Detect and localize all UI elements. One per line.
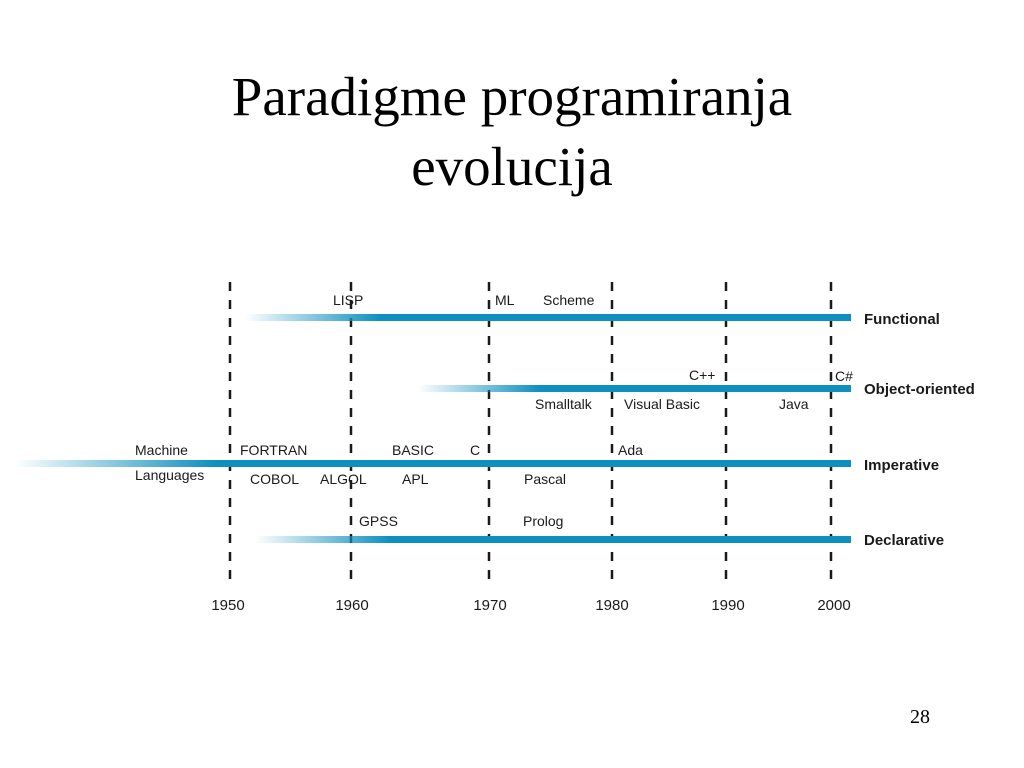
year-label-1990: 1990: [711, 597, 744, 614]
language-apl: APL: [402, 471, 429, 487]
language-prolog: Prolog: [523, 513, 563, 529]
language-pascal: Pascal: [524, 471, 566, 487]
language-java: Java: [779, 396, 809, 412]
language-cobol: COBOL: [250, 471, 299, 487]
language-ml: ML: [495, 292, 515, 308]
language-fortran: FORTRAN: [240, 442, 307, 458]
language-languages: Languages: [135, 467, 204, 483]
language-basic: BASIC: [392, 442, 434, 458]
language-ada: Ada: [618, 442, 643, 458]
language-c: C: [470, 442, 480, 458]
title-line-1: Paradigme programiranja: [231, 66, 793, 127]
language-scheme: Scheme: [543, 292, 595, 308]
declarative-bar: [255, 536, 851, 543]
language-machine: Machine: [135, 442, 188, 458]
paradigm-label-object-oriented: Object-oriented: [864, 381, 975, 398]
paradigm-label-declarative: Declarative: [864, 532, 944, 549]
language-cpp: C++: [689, 367, 715, 383]
language-smalltalk: Smalltalk: [535, 396, 593, 412]
language-visual-basic: Visual Basic: [624, 396, 700, 412]
object-oriented-bar: [418, 385, 851, 392]
language-lisp: LISP: [333, 292, 363, 308]
functional-bar: [245, 314, 851, 321]
language-csharp: C#: [835, 368, 853, 384]
year-label-1960: 1960: [335, 597, 368, 614]
slide-title: Paradigme programiranja evolucija: [0, 62, 1024, 202]
language-algol: ALGOL: [320, 471, 367, 487]
paradigm-label-functional: Functional: [864, 311, 940, 328]
imperative-bar: [15, 460, 851, 467]
title-line-2: evolucija: [411, 136, 613, 197]
language-gpss: GPSS: [359, 513, 398, 529]
year-label-1970: 1970: [473, 597, 506, 614]
year-label-1980: 1980: [595, 597, 628, 614]
year-label-2000: 2000: [817, 597, 850, 614]
page-number: 28: [910, 706, 930, 728]
year-label-1950: 1950: [211, 597, 244, 614]
paradigm-label-imperative: Imperative: [864, 457, 939, 474]
